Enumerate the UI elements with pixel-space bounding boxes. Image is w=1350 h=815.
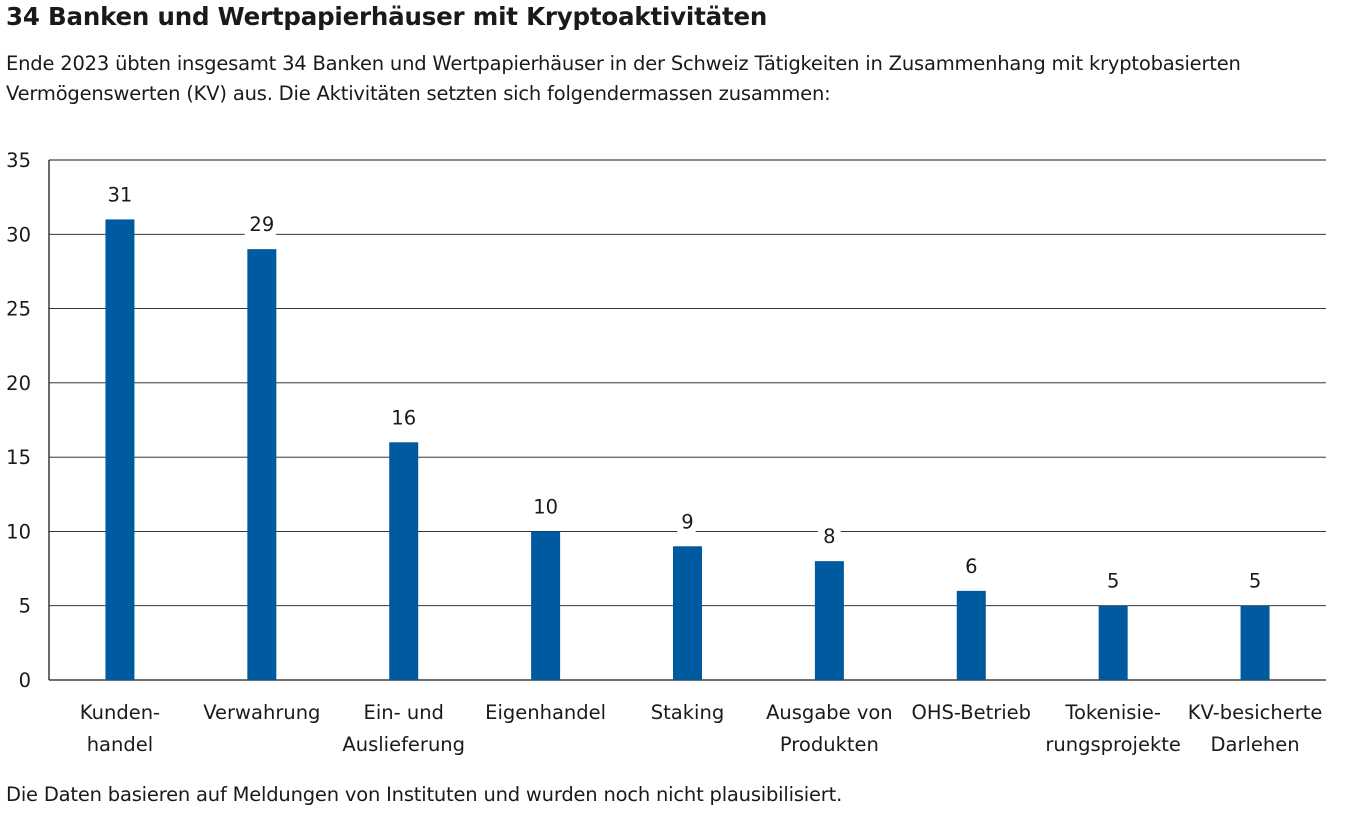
x-tick-label-line: rungsprojekte xyxy=(1045,733,1181,756)
bar xyxy=(531,531,561,680)
bar xyxy=(247,249,277,680)
y-tick-label: 35 xyxy=(6,149,31,172)
data-label: 10 xyxy=(533,495,558,518)
x-tick-label-line: OHS-Betrieb xyxy=(911,701,1031,724)
x-tick-label: Tokenisie-rungsprojekte xyxy=(1045,701,1181,756)
x-tick-label: Verwahrung xyxy=(203,701,320,724)
data-label: 6 xyxy=(965,555,977,578)
x-tick-label: Eigenhandel xyxy=(485,701,606,724)
data-label: 8 xyxy=(823,525,835,548)
x-tick-label: Ausgabe von Produkten xyxy=(766,701,893,756)
bar xyxy=(389,442,419,680)
bar xyxy=(814,561,844,680)
x-tick-label-line: Staking xyxy=(651,701,724,724)
x-tick-label-line: Ausgabe von xyxy=(766,701,893,724)
bar xyxy=(105,219,135,680)
y-tick-label: 15 xyxy=(6,446,31,469)
data-label: 5 xyxy=(1249,570,1261,593)
y-tick-label: 30 xyxy=(6,223,31,246)
y-tick-label: 10 xyxy=(6,520,31,543)
y-tick-label: 0 xyxy=(19,669,31,692)
data-label: 16 xyxy=(391,406,416,429)
y-tick-label: 25 xyxy=(6,298,31,321)
y-tick-label: 20 xyxy=(6,372,31,395)
bar xyxy=(1098,605,1128,680)
x-tick-label: Kunden-handel xyxy=(80,701,160,756)
x-tick-label: KV-besicherte Darlehen xyxy=(1188,701,1323,756)
bar xyxy=(1240,605,1270,680)
footnote: Die Daten basieren auf Meldungen von Ins… xyxy=(6,783,843,806)
data-label: 29 xyxy=(249,213,274,236)
x-tick-label-line: Verwahrung xyxy=(203,701,320,724)
x-tick-label: OHS-Betrieb xyxy=(911,701,1031,724)
x-tick-label: Staking xyxy=(651,701,724,724)
y-tick-label: 5 xyxy=(19,595,31,618)
bar xyxy=(956,590,986,680)
x-tick-label-line: Darlehen xyxy=(1210,733,1299,756)
x-tick-label-line: Tokenisie- xyxy=(1064,701,1161,724)
x-tick-label-line: Produkten xyxy=(780,733,879,756)
bar xyxy=(673,546,702,680)
bars xyxy=(105,219,1270,680)
x-tick-label-line: KV-besicherte xyxy=(1188,701,1323,724)
data-label: 5 xyxy=(1107,570,1119,593)
data-label: 31 xyxy=(108,183,133,206)
x-tick-label-line: Kunden- xyxy=(80,701,160,724)
chart-title: 34 Banken und Wertpapierhäuser mit Krypt… xyxy=(6,2,768,31)
x-tick-label: Ein- und Auslieferung xyxy=(342,701,465,756)
data-label: 9 xyxy=(681,510,693,533)
x-tick-label-line: Ein- und xyxy=(364,701,444,724)
x-axis-tick-labels: Kunden-handel Verwahrung Ein- und Ausliefer… xyxy=(80,701,1323,756)
y-axis-tick-labels: 0 5 10 15 20 25 30 35 xyxy=(6,149,31,692)
chart-subtitle: Ende 2023 übten insgesamt 34 Banken und … xyxy=(6,52,1241,105)
x-tick-label-line: handel xyxy=(87,733,153,756)
x-tick-label-line: Eigenhandel xyxy=(485,701,606,724)
x-tick-label-line: Auslieferung xyxy=(342,733,465,756)
